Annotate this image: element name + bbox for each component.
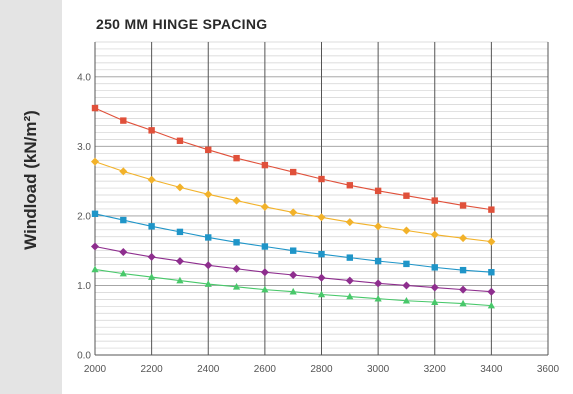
data-point-square (233, 154, 240, 162)
data-point-diamond (345, 276, 354, 285)
chart-title: 250 MM HINGE SPACING (96, 16, 268, 32)
data-point-square (120, 117, 127, 124)
data-point-diamond (289, 271, 298, 280)
y-tick-label: 4.0 (77, 72, 91, 83)
data-point-diamond (430, 283, 439, 292)
data-point-diamond (175, 183, 184, 192)
data-point-square (431, 197, 438, 204)
data-point-diamond (232, 196, 241, 205)
data-point-triangle (91, 265, 99, 273)
data-point-triangle (148, 273, 156, 280)
data-point-square (289, 247, 297, 254)
data-point-square (374, 257, 382, 265)
data-point-diamond (147, 252, 156, 261)
data-point-diamond (175, 257, 184, 266)
data-point-diamond (204, 190, 213, 199)
data-point-diamond (289, 208, 298, 217)
data-point-diamond (459, 285, 468, 294)
x-tick-label: 3400 (480, 364, 503, 375)
data-point-triangle (232, 283, 241, 290)
x-tick-label: 3200 (424, 364, 447, 375)
data-point-square (346, 182, 354, 189)
data-point-triangle (289, 287, 297, 295)
x-tick-label: 2000 (84, 364, 107, 375)
data-point-triangle (459, 299, 467, 307)
data-point-square (459, 202, 467, 209)
data-point-diamond (91, 242, 99, 251)
data-point-square (488, 206, 495, 213)
data-point-diamond (487, 237, 496, 246)
data-point-diamond (204, 261, 213, 270)
y-tick-label: 2.0 (77, 211, 91, 222)
data-point-triangle (487, 301, 495, 309)
data-point-diamond (459, 234, 468, 243)
data-point-square (488, 269, 495, 276)
data-point-square (261, 161, 269, 169)
plot-panel (62, 0, 573, 394)
data-point-diamond (487, 287, 496, 296)
data-point-diamond (402, 281, 411, 290)
data-point-diamond (260, 268, 269, 277)
data-point-triangle (204, 280, 212, 287)
data-point-triangle (346, 292, 354, 300)
data-point-diamond (91, 157, 99, 166)
data-point-diamond (402, 226, 411, 235)
data-point-square (176, 228, 184, 236)
data-point-triangle (119, 269, 127, 277)
data-point-diamond (345, 218, 354, 227)
data-point-square (459, 266, 467, 274)
data-point-triangle (374, 294, 382, 302)
data-point-square (233, 239, 240, 246)
data-point-diamond (119, 167, 128, 176)
data-point-square (148, 223, 155, 230)
x-tick-label: 2800 (310, 364, 333, 375)
data-point-square (91, 104, 99, 112)
data-point-square (431, 264, 438, 271)
data-point-triangle (261, 285, 269, 293)
data-point-square (318, 175, 325, 183)
y-tick-label: 3.0 (77, 142, 91, 153)
data-point-diamond (232, 264, 241, 273)
x-tick-label: 3000 (367, 364, 390, 375)
data-point-square (346, 254, 354, 261)
data-point-square (289, 168, 297, 176)
data-point-square (374, 187, 382, 195)
x-tick-label: 2600 (254, 364, 277, 375)
data-point-diamond (260, 202, 269, 211)
data-point-square (205, 146, 212, 154)
data-point-square (120, 216, 127, 224)
data-point-diamond (374, 279, 383, 288)
data-point-triangle (176, 276, 184, 284)
y-tick-label: 0.0 (77, 351, 91, 362)
x-tick-label: 2400 (197, 364, 220, 375)
data-point-triangle (317, 290, 326, 298)
data-point-triangle (402, 296, 411, 304)
data-point-square (318, 250, 325, 258)
data-point-diamond (430, 230, 439, 239)
data-point-square (148, 127, 155, 134)
data-point-diamond (374, 222, 383, 231)
y-tick-label: 1.0 (77, 281, 91, 292)
data-point-diamond (317, 213, 326, 222)
series-line-1 (94, 107, 492, 211)
data-point-square (91, 210, 99, 218)
data-point-diamond (147, 175, 156, 184)
data-point-diamond (317, 273, 326, 282)
data-point-triangle (431, 298, 439, 305)
data-point-square (205, 234, 212, 241)
data-point-square (403, 260, 410, 268)
data-point-square (176, 137, 184, 144)
data-point-square (261, 243, 269, 250)
x-tick-label: 3600 (537, 364, 560, 375)
x-tick-label: 2200 (141, 364, 164, 375)
data-point-diamond (119, 248, 128, 257)
data-point-square (403, 192, 410, 199)
